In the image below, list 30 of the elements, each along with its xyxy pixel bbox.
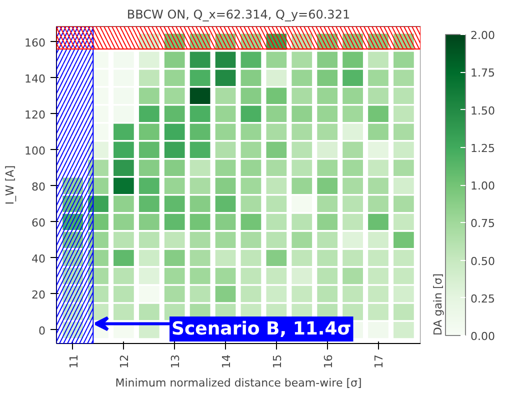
chart-title: BBCW ON, Q_x=62.314, Q_y=60.321 bbox=[126, 8, 350, 22]
color-bar-label: 1.00 bbox=[470, 180, 495, 192]
color-bar-label: 0.00 bbox=[470, 330, 495, 343]
color-bar-label: 2.00 bbox=[470, 29, 495, 42]
y-tick-label: 100 bbox=[24, 144, 46, 158]
y-tick-label: 0 bbox=[38, 324, 46, 338]
y-tick-label: 120 bbox=[24, 108, 46, 122]
color-bar-label: 1.50 bbox=[470, 104, 495, 118]
x-tick-label: 14 bbox=[220, 354, 234, 368]
y-tick-label: 160 bbox=[24, 36, 46, 50]
x-tick-label: 17 bbox=[372, 354, 386, 368]
color-bar-label: 1.25 bbox=[470, 142, 495, 155]
color-bar-title: DA gain [σ] bbox=[432, 273, 444, 336]
annotation: Scenario B, 11.4σ bbox=[172, 318, 352, 340]
color-bar-label: 0.25 bbox=[470, 292, 495, 306]
y-tick-label: 20 bbox=[32, 288, 46, 302]
x-tick-label: 12 bbox=[118, 354, 132, 368]
y-axis-title: I_W [A] bbox=[4, 165, 17, 205]
y-tick-label: 40 bbox=[32, 252, 46, 266]
color-bar-label: 0.75 bbox=[470, 217, 495, 230]
y-tick-label: 60 bbox=[32, 216, 46, 230]
y-tick-label: 140 bbox=[24, 72, 46, 86]
x-axis-title: Minimum normalized distance beam-wire [σ] bbox=[115, 376, 362, 390]
color-bar-label: 0.50 bbox=[470, 254, 495, 268]
x-tick-label: 15 bbox=[270, 354, 284, 368]
y-tick-label: 80 bbox=[32, 180, 46, 194]
color-bar-label: 1.75 bbox=[470, 66, 495, 80]
x-tick-label: 16 bbox=[322, 354, 335, 368]
x-tick-label: 13 bbox=[169, 354, 182, 368]
x-tick-label: 11 bbox=[67, 354, 80, 368]
